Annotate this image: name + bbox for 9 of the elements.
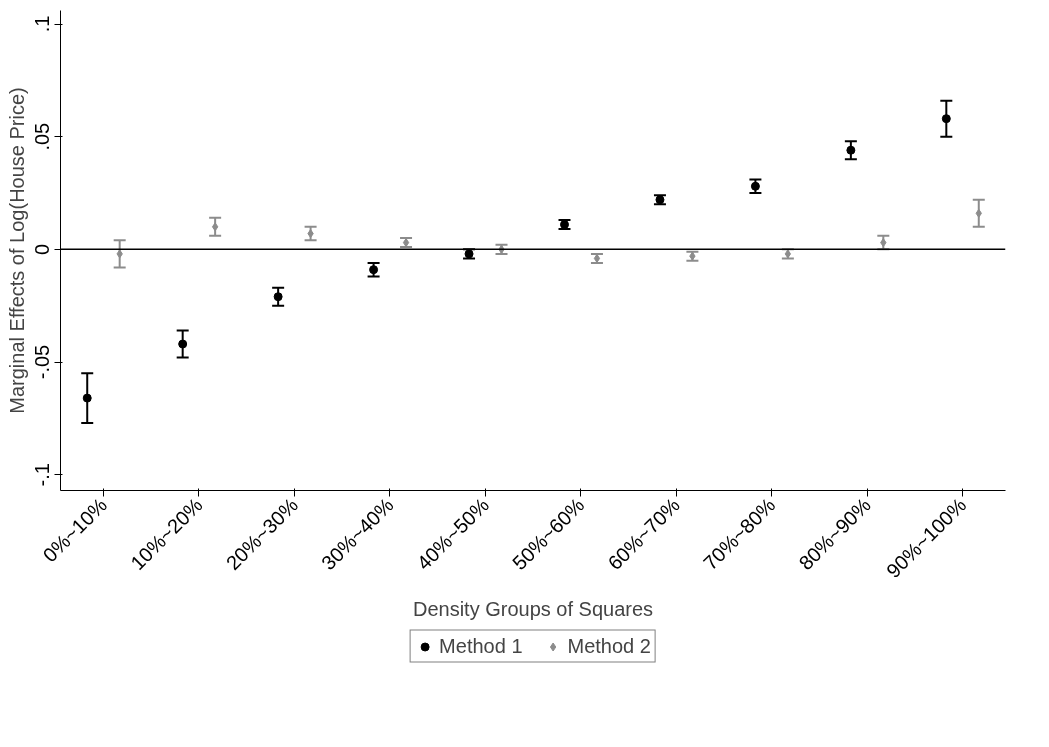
y-tick-label: -.05 <box>31 344 54 380</box>
y-tick-label: .1 <box>31 15 54 33</box>
y-tick-label: .05 <box>31 122 54 151</box>
y-tick-label: -.1 <box>31 463 54 487</box>
y-tick-label: 0 <box>31 243 54 255</box>
x-axis-title: Density Groups of Squares <box>412 597 654 620</box>
legend-label: Method 1 <box>439 634 523 658</box>
legend-label: Method 2 <box>567 634 651 658</box>
y-axis-title: Marginal Effects of Log(House Price) <box>5 87 28 414</box>
